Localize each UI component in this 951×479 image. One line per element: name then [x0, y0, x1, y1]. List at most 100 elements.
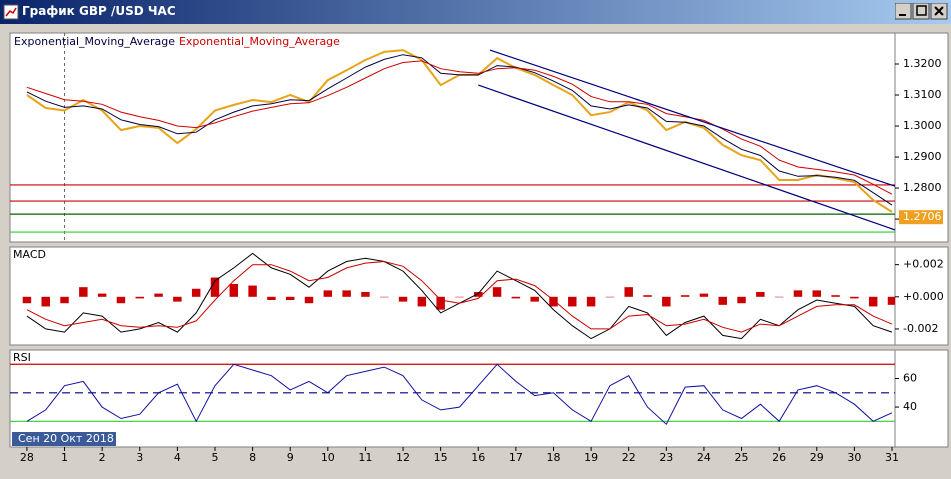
x-tick-label: 30 — [847, 451, 861, 464]
histogram-bar — [285, 296, 295, 301]
histogram-bar — [191, 288, 201, 297]
x-tick-label: 2 — [99, 451, 106, 464]
window-buttons[interactable] — [895, 3, 951, 21]
x-tick-label: 18 — [546, 451, 560, 464]
panel-title: RSI — [13, 351, 31, 364]
y-tick-label: -0.002 — [903, 322, 938, 335]
histogram-bar — [455, 296, 464, 298]
histogram-bar — [699, 293, 709, 297]
histogram-bar — [154, 293, 163, 297]
x-tick-label: 19 — [584, 451, 598, 464]
histogram-bar — [267, 296, 276, 301]
series-line — [26, 60, 893, 195]
y-tick-label: +0.000 — [903, 290, 944, 303]
y-tick-label: 60 — [903, 372, 917, 385]
histogram-bar — [229, 283, 239, 297]
histogram-bar — [605, 296, 615, 298]
histogram-bar — [774, 296, 784, 298]
histogram-bar — [568, 296, 577, 307]
histogram-bar — [41, 296, 50, 307]
x-tick-label: 25 — [735, 451, 749, 464]
x-tick-label: 3 — [136, 451, 143, 464]
x-tick-label: 31 — [885, 451, 899, 464]
legend-entry: Exponential_Moving_Average — [179, 35, 340, 48]
histogram-bar — [474, 291, 483, 297]
histogram-bar — [417, 296, 427, 307]
histogram-bar — [868, 296, 878, 307]
histogram-bar — [116, 296, 126, 304]
panel — [9, 32, 896, 243]
date-label: Сен 20 Окт 2018 — [18, 432, 114, 445]
x-tick-label: 17 — [509, 451, 523, 464]
x-tick-label: 12 — [396, 451, 410, 464]
histogram-bar — [22, 296, 32, 304]
histogram-bar — [737, 296, 746, 304]
histogram-bar — [248, 285, 257, 297]
histogram-bar — [323, 290, 333, 297]
plot — [10, 33, 895, 242]
plot — [10, 363, 895, 426]
histogram-bar — [342, 290, 351, 297]
x-tick-label: 4 — [174, 451, 181, 464]
series-line — [26, 363, 893, 426]
histogram-bar — [304, 296, 314, 304]
plot — [22, 252, 895, 340]
x-tick-label: 29 — [810, 451, 824, 464]
histogram-bar — [210, 277, 220, 297]
histogram-bar — [398, 296, 408, 302]
x-tick-label: 28 — [20, 451, 34, 464]
trend-line — [478, 84, 895, 231]
x-tick-label: 23 — [659, 451, 673, 464]
histogram-bar — [135, 296, 144, 299]
panel-title: MACD — [13, 248, 46, 261]
histogram-bar — [60, 296, 69, 304]
x-tick-label: 15 — [434, 451, 448, 464]
x-tick-label: 10 — [321, 451, 335, 464]
histogram-bar — [643, 295, 652, 297]
axis-area — [894, 32, 949, 243]
histogram-bar — [79, 287, 88, 297]
histogram-bar — [662, 296, 671, 307]
y-tick-label: +0.002 — [903, 258, 944, 271]
x-tick-label: 9 — [287, 451, 294, 464]
histogram-bar — [756, 291, 765, 297]
y-tick-label: 1.3100 — [903, 88, 942, 101]
histogram-bar — [173, 296, 182, 302]
x-tick-label: 8 — [249, 451, 256, 464]
y-tick-label: 1.2800 — [903, 181, 942, 194]
x-tick-label: 11 — [358, 451, 372, 464]
x-tick-label: 5 — [211, 451, 218, 464]
title-bar: График GBP /USD ЧАС — [0, 0, 951, 24]
date-box — [12, 432, 116, 446]
histogram-bar — [624, 287, 633, 297]
histogram-bar — [831, 295, 840, 297]
histogram-bar — [718, 296, 727, 305]
histogram-bar — [549, 296, 558, 307]
histogram-bar — [887, 296, 895, 305]
y-tick-label: 1.3000 — [903, 119, 942, 132]
histogram-bar — [680, 295, 690, 297]
histogram-bar — [793, 290, 803, 297]
y-tick-label: 1.2900 — [903, 150, 942, 163]
x-tick-label: 1 — [61, 451, 68, 464]
app-icon — [3, 4, 19, 20]
series-line — [26, 260, 893, 333]
histogram-bar — [511, 296, 521, 299]
histogram-bar — [97, 293, 107, 297]
x-tick-label: 16 — [471, 451, 485, 464]
histogram-bar — [850, 296, 859, 299]
histogram-bar — [812, 290, 821, 297]
axis-area — [894, 246, 949, 346]
price-marker — [899, 210, 943, 225]
x-tick-label: 26 — [772, 451, 786, 464]
histogram-bar — [586, 296, 596, 307]
window-title: График GBP /USD ЧАС — [22, 4, 176, 18]
series-line — [26, 54, 893, 206]
x-tick-label: 24 — [697, 451, 711, 464]
y-tick-label: 40 — [903, 400, 917, 413]
legend-entry: Exponential_Moving_Average — [14, 35, 175, 48]
price-marker-label: 1.2706 — [903, 210, 942, 223]
histogram-bar — [361, 291, 370, 297]
histogram-bar — [436, 296, 445, 310]
